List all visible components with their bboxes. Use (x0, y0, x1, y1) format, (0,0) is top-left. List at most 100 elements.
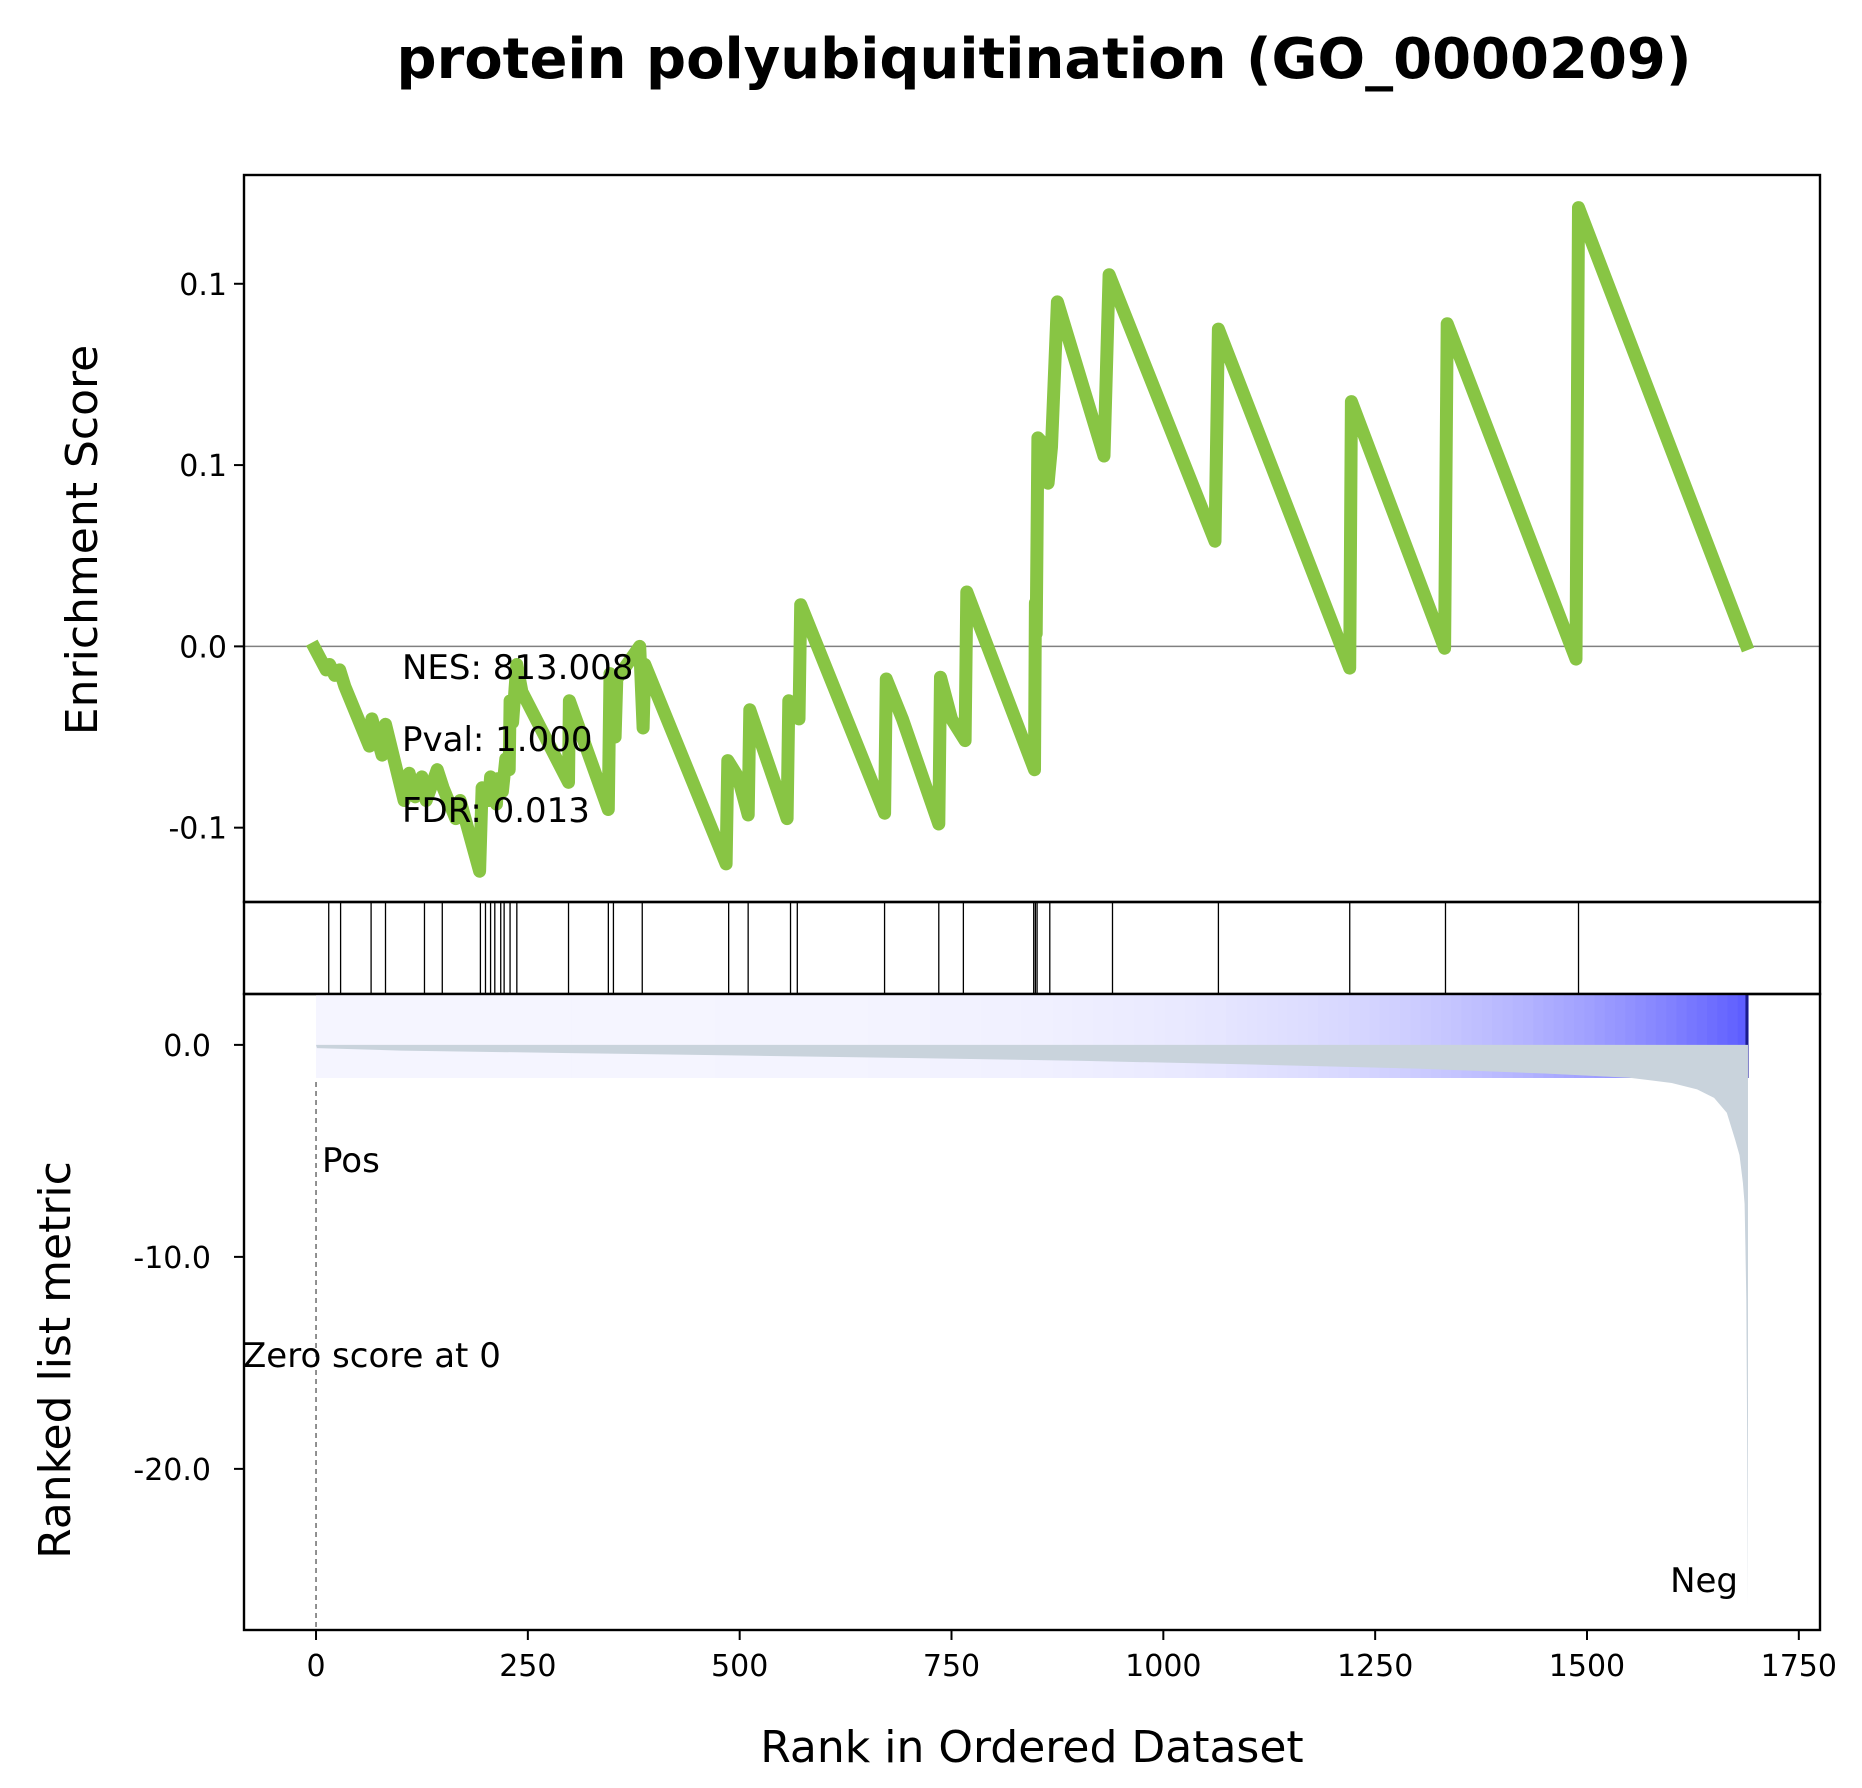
metric-frame (242, 992, 1822, 1632)
heat-strip-end (1745, 994, 1749, 1078)
heat-strip-segment (1563, 994, 1575, 1078)
heat-strip-segment (970, 994, 982, 1078)
metric-panel: 0.0 -10.0 -20.0 0 250 500 750 1000 1250 1500 1750… (30, 992, 1837, 1773)
heat-strip-segment (1584, 994, 1596, 1078)
heat-strip-segment (1257, 994, 1268, 1078)
heat-strip-segment (919, 994, 931, 1078)
heat-strip-segment (1052, 994, 1064, 1078)
heat-strip-segment (500, 994, 511, 1078)
heat-strip-segment (1686, 994, 1698, 1078)
heat-strip-segment (663, 994, 675, 1078)
heat-strip-segment (1574, 994, 1585, 1078)
hit-ticks (328, 902, 1580, 994)
heat-strip-segment (1144, 994, 1156, 1078)
heat-strip-segment (674, 994, 685, 1078)
x-tick-label: 0 (306, 1649, 325, 1684)
heat-strip-segment (530, 994, 542, 1078)
heat-strip-segment (714, 994, 726, 1078)
heat-strip-segment (571, 994, 583, 1078)
heat-strip-segment (561, 994, 573, 1078)
heat-strip-segment (1328, 994, 1340, 1078)
heat-strip-segment (1297, 994, 1309, 1078)
heat-strip-segment (438, 994, 450, 1078)
heat-strip-segment (356, 994, 368, 1078)
heat-strip-segment (1461, 994, 1473, 1078)
heat-strip-segment (1083, 994, 1094, 1078)
heat-strip-segment (888, 994, 900, 1078)
heat-strip-segment (1717, 994, 1729, 1078)
heat-strip-segment (806, 994, 818, 1078)
heat-strip-segment (418, 994, 430, 1078)
heat-strip-segment (643, 994, 655, 1078)
heat-strip-segment (1635, 994, 1647, 1078)
heat-strip-segment (1124, 994, 1135, 1078)
x-tick-label: 750 (923, 1649, 980, 1684)
heat-strip-segment (489, 994, 501, 1078)
heat-strip-segment (1287, 994, 1299, 1078)
heat-strip-segment (878, 994, 890, 1078)
heat-strip-segment (1001, 994, 1013, 1078)
heat-strip-segment (1205, 994, 1217, 1078)
heat-strip-segment (1553, 994, 1565, 1078)
heat-strip-segment (1666, 994, 1677, 1078)
nes-label: NES: 813.008 (402, 648, 633, 688)
x-tick-label: 500 (711, 1649, 768, 1684)
metric-area (316, 1044, 1748, 1607)
heat-strip-segment (408, 994, 419, 1078)
heat-strip-segment (1696, 994, 1708, 1078)
heat-strip-segment (428, 994, 440, 1078)
heat-strip-segment (1369, 994, 1381, 1078)
heat-strip-segment (1400, 994, 1412, 1078)
heat-strip-segment (633, 994, 644, 1078)
heat-strip-segment (939, 994, 951, 1078)
heat-strip-segment (847, 994, 859, 1078)
heat-strip-segment (694, 994, 706, 1078)
heat-strip-segment (1512, 994, 1524, 1078)
es-y-tick-label: 0.0 (179, 630, 227, 665)
heat-strip-segment (827, 994, 839, 1078)
metric-xlabel: Rank in Ordered Dataset (760, 1722, 1303, 1773)
heat-strip-segment (1492, 994, 1504, 1078)
heat-strip-segment (346, 994, 358, 1078)
heat-strip-segment (1216, 994, 1227, 1078)
heat-strip-segment (387, 994, 399, 1078)
heat-strip-segment (612, 994, 624, 1078)
heat-strip-segment (725, 994, 736, 1078)
heat-strip-segment (1471, 994, 1483, 1078)
heat-strip-segment (602, 994, 614, 1078)
heat-strip-segment (1318, 994, 1330, 1078)
heat-strip-segment (960, 994, 972, 1078)
heat-strip-segment (1185, 994, 1197, 1078)
heat-strip-segment (459, 994, 471, 1078)
neg-label: Neg (1670, 1561, 1738, 1601)
heat-strip-segment (1410, 994, 1422, 1078)
es-line (306, 201, 1755, 878)
metric-y-tick-label: -10.0 (133, 1241, 211, 1276)
x-tick-label: 1750 (1761, 1649, 1837, 1684)
heat-strip-segment (1420, 994, 1432, 1078)
pval-label: Pval: 1.000 (402, 720, 593, 760)
heat-strip-segment (1154, 994, 1166, 1078)
heat-strip-segment (837, 994, 849, 1078)
es-panel: 0.1 0.1 0.0 -0.1 NES: 813.008 Pval: 1.000 F… (57, 173, 1822, 904)
heat-strip-segment (909, 994, 921, 1078)
heat-strip-segment (1543, 994, 1555, 1078)
heat-strip-segment (980, 994, 992, 1078)
heat-strip-segment (592, 994, 604, 1078)
es-y-ticks: 0.1 0.1 0.0 -0.1 (168, 268, 244, 847)
heat-strip-segment (367, 994, 378, 1078)
heat-strip-segment (1502, 994, 1514, 1078)
heat-strip-segment (1615, 994, 1626, 1078)
heat-strip-segment (1727, 994, 1739, 1078)
es-y-tick-label: 0.1 (179, 268, 227, 303)
es-y-tick-label: -0.1 (168, 812, 227, 847)
es-y-tick-label: 0.1 (179, 449, 227, 484)
chart-title: protein polyubiquitination (GO_0000209) (397, 27, 1692, 92)
heat-strip-segment (1625, 994, 1637, 1078)
x-tick-label: 1000 (1125, 1649, 1201, 1684)
heat-strip-segment (1676, 994, 1688, 1078)
fdr-label: FDR: 0.013 (402, 791, 590, 831)
heat-strip-segment (336, 994, 348, 1078)
heat-strip-segment (1195, 994, 1207, 1078)
